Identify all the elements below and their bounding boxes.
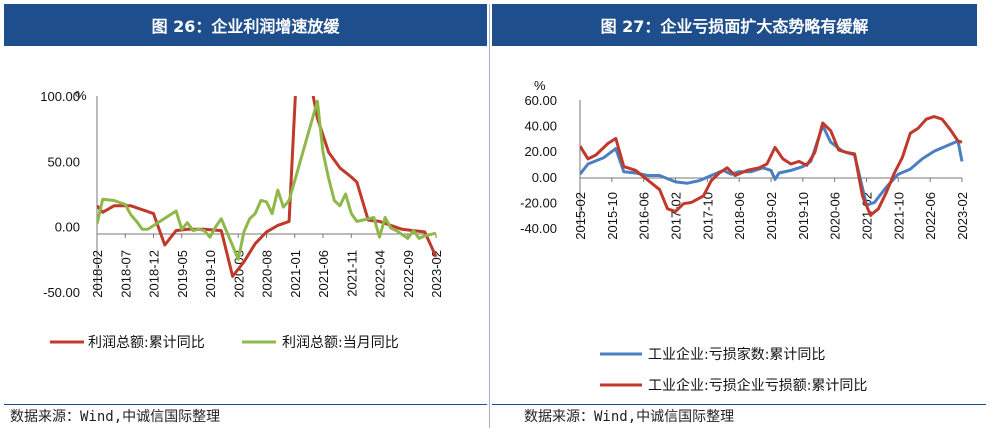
legend-label: 利润总额:当月同比 [282,335,399,351]
left-chart-plot: %100.00 50.00 0.00 -50.00 2018-02 2018-07 2018… [40,88,444,351]
x-tick-label: 2023-02 [429,250,444,298]
left-source-rule [4,404,487,405]
x-tick-label: 2022-09 [401,250,416,298]
y-tick-label: 60.00 [524,93,557,108]
y-tick-label: 20.00 [524,144,557,159]
x-tick-label: 2018-12 [147,250,162,298]
legend-label: 工业企业:亏损家数:累计同比 [648,346,825,363]
y-tick-label: 100.00 [40,89,80,104]
x-tick-label: 2023-02 [955,192,970,240]
series-line-1 [97,96,438,278]
right-chart-plot: %60.00 40.00 20.00 0.00 -20.00 -40.00 2015-02 2… [520,78,970,394]
y-axis-unit-label: % [534,78,546,93]
right-source-rule [492,404,986,405]
left-chart-panel: 图 26：企业利润增速放缓 [0,0,490,441]
x-tick-label: 2019-10 [796,192,811,240]
x-tick-label: 2017-10 [700,192,715,240]
panel-divider [489,4,490,428]
x-tick-label: 2018-07 [118,250,133,298]
x-tick-label: 2020-08 [260,250,275,298]
left-chart-title: 图 26：企业利润增速放缓 [4,4,487,46]
y-tick-label: 0.00 [55,220,80,235]
x-tick-label: 2021-10 [891,192,906,240]
y-tick-label: -20.00 [520,195,557,210]
x-tick-label: 2016-06 [637,192,652,240]
series-line-2 [580,115,963,217]
x-tick-label: 2019-10 [203,250,218,298]
y-tick-label: 40.00 [524,119,557,134]
x-tick-label: 2021-01 [288,250,303,298]
x-tick-label: 2019-05 [175,250,190,298]
series-line-1 [580,124,964,207]
y-axis-unit-label: % [75,88,87,103]
x-tick-label: 2019-02 [764,192,779,240]
x-tick-label: 2021-11 [344,250,359,297]
x-tick-label: 2021-06 [316,250,331,298]
series-line-2 [97,99,437,261]
x-tick-label: 2017-02 [669,192,684,240]
y-tick-label: -40.00 [520,221,557,236]
legend-label: 利润总额:累计同比 [88,335,205,351]
x-tick-label: 2020-06 [828,192,843,240]
x-tick-label: 2015-02 [573,192,588,240]
y-tick-label: 0.00 [532,170,557,185]
y-tick-label: 50.00 [47,154,80,169]
left-source-note: 数据来源：Wind,中诚信国际整理 [10,409,221,425]
x-tick-label: 2022-06 [923,192,938,240]
x-tick-label: 2018-02 [90,250,105,298]
legend-label: 工业企业:亏损企业亏损额:累计同比 [648,377,867,394]
right-chart-panel: 图 27：企业亏损面扩大态势略有缓解 [490,0,990,441]
right-source-note: 数据来源：Wind,中诚信国际整理 [524,409,735,425]
y-tick-label: -50.00 [43,285,80,300]
x-tick-label: 2018-06 [732,192,747,240]
x-tick-label: 2015-10 [605,192,620,240]
x-tick-label: 2021-02 [860,192,875,240]
x-tick-label: 2022-04 [373,250,388,298]
right-chart-title: 图 27：企业亏损面扩大态势略有缓解 [492,4,977,46]
